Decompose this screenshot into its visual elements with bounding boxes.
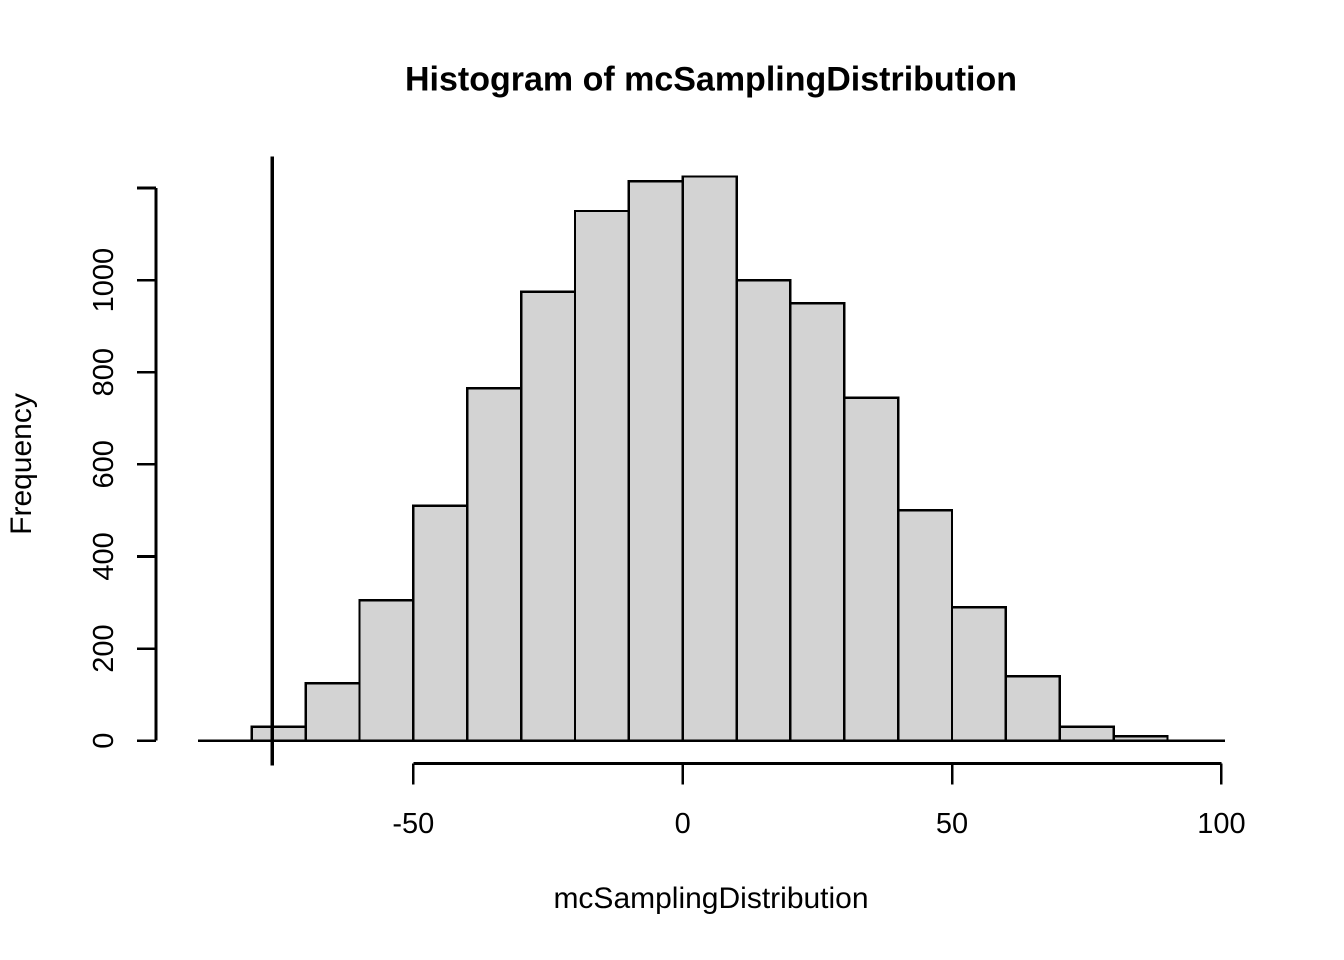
histogram-bar [466,387,523,742]
histogram-bar [412,504,469,742]
histogram-bar [519,290,577,742]
histogram-bar [789,301,846,742]
histogram-bar [358,599,415,742]
histogram-bar [896,509,954,742]
x-axis-tick-label: 0 [675,808,691,840]
histogram-bar [950,605,1008,742]
y-axis-tick-label: 1000 [88,248,120,313]
x-axis-tick-label: -50 [392,808,434,840]
histogram-bar [681,175,738,742]
histogram-bar [573,209,631,742]
histogram-bar [1004,675,1061,742]
y-axis-tick-label: 800 [88,348,120,396]
histogram-bar [735,278,792,742]
histogram-bar [627,179,684,742]
chart-title: Histogram of mcSamplingDistribution [404,60,1018,99]
y-axis-tick-label: 0 [88,733,120,749]
histogram-bar [1112,734,1169,742]
x-axis-label: mcSamplingDistribution [553,882,869,915]
x-axis-tick-label: 50 [936,808,968,840]
y-axis-tick-label: 400 [88,532,120,580]
y-axis-tick-label: 200 [88,624,120,672]
histogram-bar [304,681,361,742]
x-axis-tick-label: 100 [1197,808,1245,840]
histogram-bar [1058,725,1115,742]
histogram-bar [843,396,900,742]
y-axis-tick-label: 600 [88,440,120,488]
histogram-bar [250,725,307,742]
